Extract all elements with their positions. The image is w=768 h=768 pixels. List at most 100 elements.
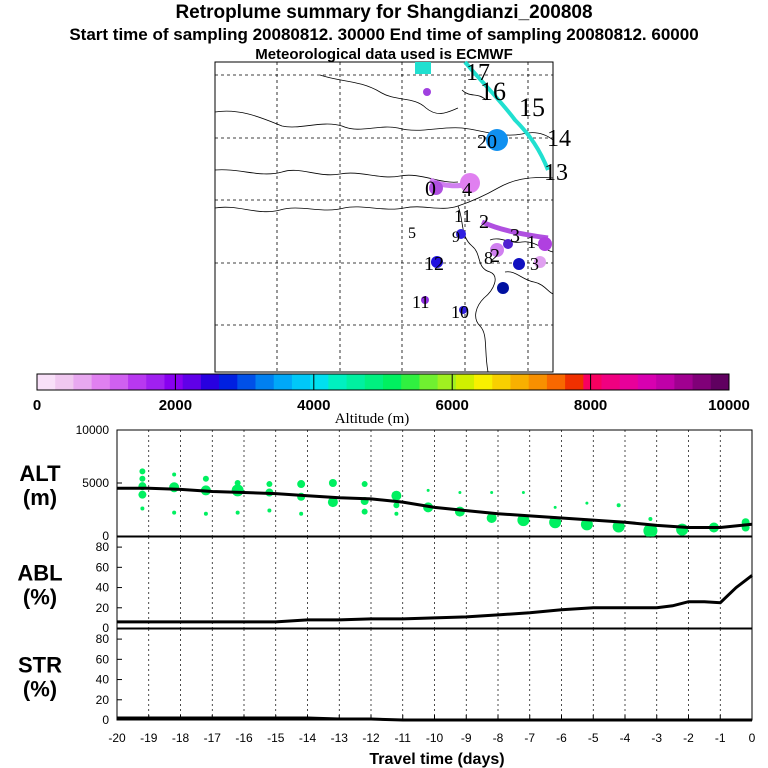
altitude-point	[486, 512, 497, 523]
map-day-label: 2	[479, 211, 489, 233]
map-day-label: 2	[490, 245, 500, 267]
map-day-label: 0	[425, 176, 436, 201]
plume-point	[503, 239, 513, 249]
abl-frame	[116, 536, 753, 629]
colorbar-swatch	[528, 374, 548, 390]
y-tick-label: 0	[102, 621, 109, 635]
colorbar-swatch	[637, 374, 657, 390]
colorbar-swatch	[182, 374, 202, 390]
map-day-label: 1	[527, 232, 536, 252]
plume-point	[421, 296, 429, 304]
x-tick-label: -8	[493, 731, 504, 745]
str-panel: 80 60 40 20 0 STR(%)	[18, 628, 753, 727]
colorbar-tick-label: 10000	[708, 397, 750, 414]
y-tick-label: 10000	[76, 423, 110, 437]
colorbar-swatch	[383, 374, 402, 390]
plume-point	[459, 306, 467, 314]
y-tick-label: 5000	[82, 476, 109, 490]
map-plume	[415, 60, 552, 314]
colorbar-tick-label: 6000	[436, 397, 469, 414]
colorbar-swatch	[164, 374, 184, 390]
plume-point	[513, 258, 525, 270]
colorbar-label: Altitude (m)	[335, 411, 410, 427]
plume-track-east	[480, 219, 549, 241]
x-tick-label: -17	[204, 731, 222, 745]
plume-point	[486, 129, 508, 151]
alt-axis-label: ALT	[19, 461, 61, 486]
altitude-point	[138, 490, 147, 499]
colorbar-swatch	[200, 374, 220, 390]
colorbar-swatch	[364, 374, 384, 390]
x-tick-label: -11	[395, 731, 412, 745]
x-tick-label: -7	[524, 731, 535, 745]
colorbar-swatch	[91, 374, 111, 390]
colorbar-swatch	[692, 374, 712, 390]
altitude-point	[328, 479, 337, 487]
map-day-label: 11	[412, 292, 429, 312]
altitude-point	[393, 502, 400, 509]
altitude-point	[267, 508, 272, 513]
abl-axis-label: ABL	[17, 561, 62, 586]
map-frame	[214, 61, 554, 373]
colorbar-swatch	[565, 374, 584, 390]
mean-altitude-line	[117, 486, 753, 529]
plume-point	[431, 256, 443, 268]
map-day-label: 14	[547, 126, 571, 152]
y-tick-label: 0	[102, 529, 109, 543]
altitude-point	[266, 481, 273, 488]
altitude-point	[235, 510, 240, 515]
x-tick-label: -16	[235, 731, 253, 745]
x-tick-label: -19	[140, 731, 158, 745]
x-tick-label: -4	[620, 731, 631, 745]
plume-point	[538, 237, 552, 251]
map-day-label: 8	[484, 248, 493, 268]
met-data-subtitle: Meteorological data used is ECMWF	[255, 46, 513, 63]
str-axis-unit: (%)	[23, 677, 57, 702]
x-tick-label: -3	[651, 731, 662, 745]
colorbar-swatch	[656, 374, 675, 390]
altitude-point	[426, 488, 430, 492]
chart-panels: 1000050000ALT(m)806040200ABL(%)806040200…	[17, 423, 755, 768]
altitude-point	[139, 475, 146, 482]
y-tick-label: 80	[96, 540, 110, 554]
map-day-label: 10	[451, 302, 469, 322]
colorbar-swatch	[273, 374, 293, 390]
x-tick-label: -2	[683, 731, 694, 745]
abl-axis-unit: (%)	[23, 585, 57, 610]
colorbar-swatch	[492, 374, 511, 390]
colorbar-tick-label: 0	[33, 397, 41, 414]
y-tick-label: 20	[96, 693, 110, 707]
x-tick-label: -1	[715, 731, 726, 745]
x-tick-label: -9	[461, 731, 472, 745]
altitude-colorbar: 0 2000 4000 6000 8000 10000 Altitude (m)	[33, 373, 750, 427]
x-tick-label: 0	[749, 731, 756, 745]
map-day-label: 9	[452, 229, 460, 246]
altitude-point	[231, 484, 244, 497]
colorbar-swatch	[455, 374, 475, 390]
x-tick-label: -5	[588, 731, 599, 745]
colorbar-swatch	[510, 374, 530, 390]
plume-point	[490, 243, 504, 257]
altitude-point	[585, 501, 589, 505]
colorbar-swatch	[328, 374, 347, 390]
colorbar-swatch	[401, 374, 420, 390]
colorbar-swatch	[237, 374, 256, 390]
colorbar-swatch	[73, 374, 93, 390]
altitude-point	[458, 491, 462, 495]
map-coastlines	[214, 74, 554, 373]
colorbar-swatch	[474, 374, 493, 390]
y-tick-label: 20	[96, 601, 110, 615]
altitude-point	[648, 517, 653, 522]
map-grid	[215, 62, 553, 372]
colorbar-tick-label: 2000	[159, 397, 192, 414]
colorbar-swatch	[255, 374, 275, 390]
altitude-point	[361, 508, 368, 515]
chart-title: Retroplume summary for Shangdianzi_20080…	[175, 2, 593, 23]
x-axis: -20 -19 -18 -17 -16 -15 -14 -13 -12 -11 -10 -9 -8 -7-…	[108, 715, 756, 768]
altitude-point	[139, 468, 146, 475]
altitude-point	[234, 480, 241, 486]
altitude-point	[391, 490, 402, 501]
